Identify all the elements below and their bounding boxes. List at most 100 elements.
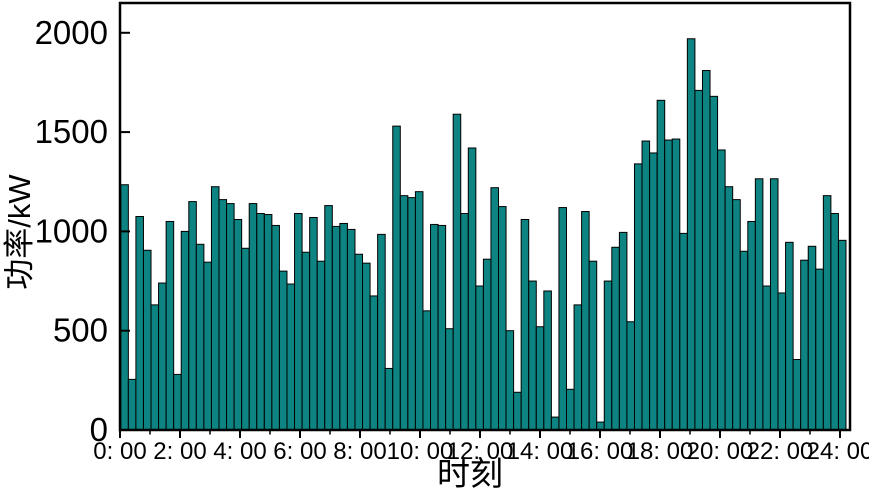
bar [369, 295, 379, 431]
bar [807, 245, 817, 431]
bar [581, 211, 590, 431]
x-tick-label: 2: 00 [153, 438, 206, 465]
bar [339, 222, 348, 431]
bar [611, 246, 620, 431]
y-tick-label: 500 [53, 312, 108, 349]
bar [142, 249, 152, 431]
bar [226, 203, 235, 431]
bar [520, 218, 530, 431]
bar [165, 220, 175, 431]
bar [195, 243, 205, 431]
bar [709, 95, 719, 431]
bar [739, 250, 749, 431]
bar [785, 241, 794, 431]
bar [460, 213, 469, 431]
bar [324, 205, 333, 431]
bar [633, 163, 643, 431]
bar [717, 149, 726, 431]
bar [188, 201, 197, 431]
bar [271, 224, 280, 431]
bar [498, 206, 507, 431]
bar [377, 233, 386, 431]
bar [286, 283, 296, 431]
x-tick-label: 24: 00 [807, 438, 869, 465]
bar [513, 391, 522, 431]
bar [822, 195, 832, 431]
y-axis-label: 功率/kW [2, 174, 37, 290]
bar [203, 261, 212, 431]
bar [754, 178, 764, 431]
bar [618, 231, 628, 431]
bar [724, 186, 734, 431]
bar [573, 304, 583, 431]
bars-layer [120, 38, 847, 431]
axes-layer: 0 500 1000 1500 2000 0: 00 2: 00 4: 00 6: 00 8: 0… [35, 1, 869, 465]
bar [747, 220, 756, 431]
x-axis-label: 时刻 [437, 455, 503, 492]
bar [248, 203, 258, 431]
bar [414, 191, 424, 431]
bar [535, 326, 545, 431]
x-tick-label: 6: 00 [273, 438, 326, 465]
bar [452, 113, 462, 431]
bar [294, 213, 303, 431]
plot-frame [118, 1, 852, 432]
bar [256, 213, 265, 431]
bar [150, 304, 160, 431]
bar [626, 321, 635, 431]
bar [656, 99, 666, 431]
x-tick-label: 18: 00 [627, 438, 694, 465]
bar [392, 125, 401, 431]
bar [769, 178, 779, 431]
bar [278, 270, 288, 431]
bar [664, 139, 673, 431]
bar [475, 285, 484, 431]
bar [399, 195, 409, 431]
bar [550, 416, 560, 431]
bar [173, 373, 182, 431]
x-tick-label: 0: 00 [93, 438, 146, 465]
bar [837, 239, 847, 431]
bar [671, 138, 681, 431]
bar [210, 186, 220, 431]
bar [422, 310, 432, 431]
x-tick-label: 20: 00 [687, 438, 754, 465]
bar [362, 262, 371, 431]
bar [694, 89, 703, 431]
bar [467, 147, 477, 431]
bar [800, 259, 809, 431]
bar [482, 258, 492, 431]
bar [445, 328, 454, 431]
bar [437, 224, 447, 431]
bar [354, 253, 364, 431]
bar [158, 282, 167, 431]
x-tick-label: 4: 00 [213, 438, 266, 465]
y-tick-label: 2000 [35, 14, 108, 51]
x-tick-label: 14: 00 [507, 438, 574, 465]
bar [505, 330, 515, 431]
bar [830, 213, 839, 431]
x-tick-label: 22: 00 [747, 438, 814, 465]
bar [641, 140, 651, 431]
bar [649, 152, 658, 431]
bar [686, 38, 696, 431]
bar [543, 290, 552, 431]
bar [241, 247, 250, 431]
bar [701, 70, 711, 431]
bar [233, 218, 243, 431]
bar [127, 378, 137, 431]
bar [588, 260, 598, 431]
bar [180, 230, 190, 431]
y-tick-label: 0 [90, 411, 108, 448]
x-tick-label: 10: 00 [387, 438, 454, 465]
bar [346, 228, 356, 431]
y-tick-label: 1000 [35, 212, 108, 249]
bar [407, 197, 416, 431]
bar [762, 285, 771, 431]
bar [309, 216, 318, 431]
bar [331, 225, 341, 431]
bar [777, 292, 787, 431]
bar [792, 359, 802, 431]
